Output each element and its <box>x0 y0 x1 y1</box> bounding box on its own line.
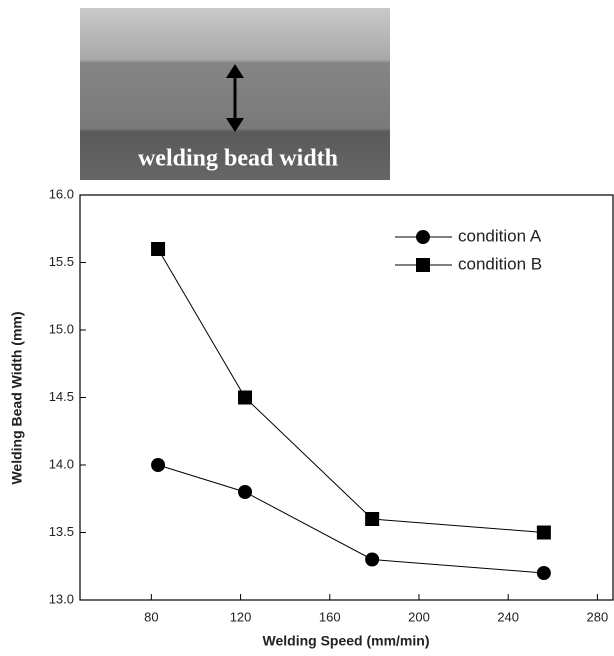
data-point <box>151 458 166 472</box>
photo-inset: welding bead width <box>80 8 390 180</box>
y-axis-label: Welding Bead Width (mm) <box>9 311 25 484</box>
legend-marker <box>416 258 430 272</box>
y-tick-label: 13.0 <box>49 591 74 606</box>
data-point <box>365 552 380 567</box>
data-point <box>536 566 551 580</box>
data-point <box>238 485 253 499</box>
data-point <box>536 525 551 540</box>
y-tick-label: 14.5 <box>49 389 74 404</box>
x-axis-label: Welding Speed (mm/min) <box>263 633 430 649</box>
x-tick-label: 160 <box>319 609 341 624</box>
data-point <box>151 242 166 256</box>
data-point <box>238 390 253 405</box>
legend-label: condition A <box>458 226 542 245</box>
legend-label: condition B <box>458 254 542 273</box>
y-tick-label: 13.5 <box>49 524 74 539</box>
y-tick-label: 14.0 <box>49 456 74 471</box>
x-tick-label: 120 <box>230 609 252 624</box>
x-tick-label: 240 <box>497 609 519 624</box>
y-tick-label: 15.5 <box>49 254 74 269</box>
series-line <box>157 464 544 574</box>
legend-marker <box>416 230 430 244</box>
image-label: welding bead width <box>138 146 338 172</box>
data-point <box>365 512 380 526</box>
x-tick-label: 200 <box>408 609 430 624</box>
x-tick-label: 280 <box>587 609 609 624</box>
y-tick-label: 16.0 <box>49 186 74 201</box>
y-tick-label: 15.0 <box>49 321 74 336</box>
series-line <box>157 248 544 533</box>
x-tick-label: 80 <box>144 609 158 624</box>
